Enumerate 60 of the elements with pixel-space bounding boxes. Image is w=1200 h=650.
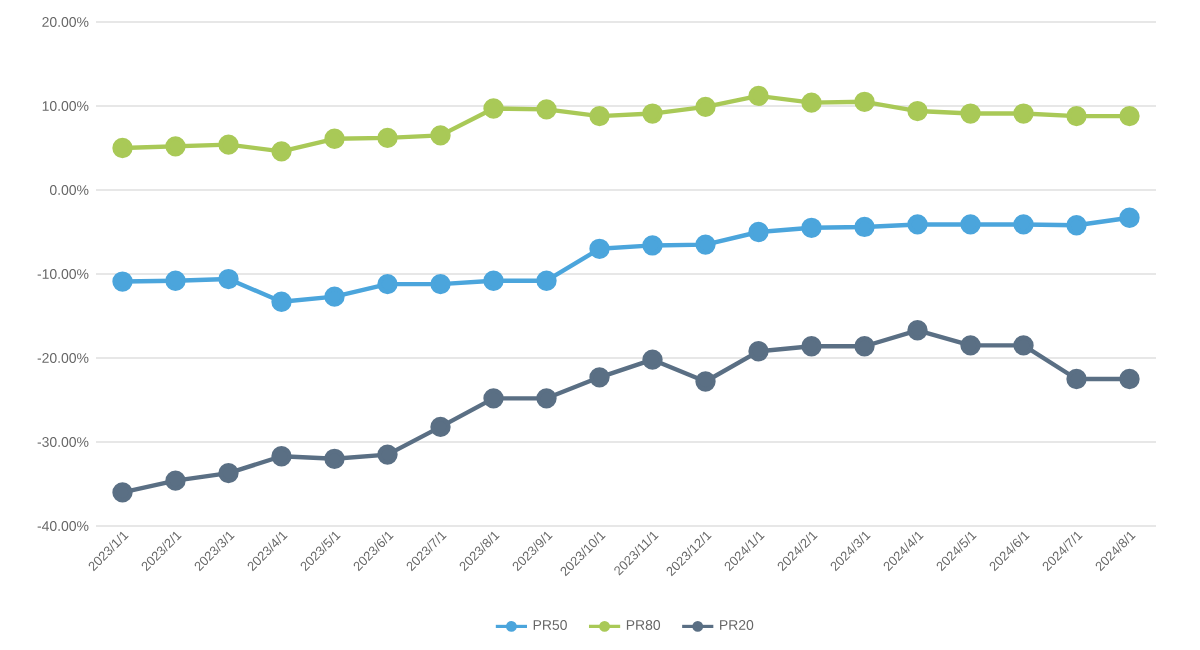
point (271, 141, 292, 162)
point (483, 388, 504, 409)
point (748, 85, 769, 107)
point (907, 100, 928, 122)
point (377, 444, 398, 465)
point (377, 273, 398, 295)
point (801, 336, 822, 357)
point (695, 234, 716, 255)
point (748, 341, 769, 362)
point (589, 367, 610, 388)
point (801, 92, 822, 113)
point (1119, 368, 1140, 390)
point (1066, 368, 1087, 390)
point (165, 270, 186, 291)
point (748, 221, 769, 243)
point (218, 134, 239, 155)
point (377, 127, 398, 149)
point (960, 103, 981, 124)
point (960, 335, 981, 356)
point (1066, 215, 1087, 236)
point (483, 98, 504, 119)
point (112, 482, 133, 503)
point (907, 214, 928, 235)
point (430, 416, 451, 438)
point (430, 273, 451, 295)
point (483, 270, 504, 291)
point (218, 268, 239, 290)
point (271, 291, 292, 312)
point (1119, 105, 1140, 127)
point (112, 271, 133, 292)
point (165, 470, 186, 491)
point (165, 136, 186, 157)
point (271, 446, 292, 467)
point (324, 128, 345, 149)
point (1013, 214, 1034, 235)
point (324, 448, 345, 469)
point (854, 91, 875, 112)
point (1066, 105, 1087, 127)
point (960, 214, 981, 235)
point (1013, 103, 1034, 124)
point (536, 270, 557, 291)
point (218, 462, 239, 484)
point (642, 103, 663, 124)
point (1119, 207, 1140, 228)
point (642, 349, 663, 370)
point (642, 235, 663, 256)
point (112, 137, 133, 159)
point (324, 286, 345, 307)
point (907, 320, 928, 341)
point (1013, 335, 1034, 356)
point (695, 96, 716, 117)
point (801, 217, 822, 238)
point (695, 371, 716, 392)
point (536, 99, 557, 120)
point (589, 238, 610, 259)
point (536, 388, 557, 409)
point (854, 336, 875, 357)
point (430, 125, 451, 146)
point (854, 216, 875, 238)
point (589, 105, 610, 127)
